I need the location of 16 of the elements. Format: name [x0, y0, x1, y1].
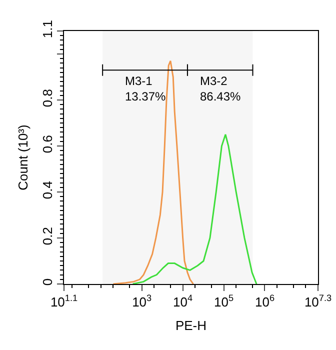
y-tick-label: 0.8	[40, 89, 55, 108]
x-axis-title: PE-H	[175, 318, 207, 334]
x-tick-label: 10$^{6}$	[254, 293, 275, 310]
x-tick-label: 10$^{1.1}$	[50, 293, 78, 310]
x-tick-label: 10$^{5}$	[214, 293, 234, 310]
y-tick-label: 1.1	[40, 20, 55, 38]
band-label: M3-2 86.43%	[200, 74, 242, 104]
x-tick-label: 10$^{3}$	[132, 293, 152, 310]
x-tick-label: 10$^{7.3}$	[304, 293, 332, 310]
y-tick-label: 0	[40, 278, 55, 286]
y-tick-label: 0.2	[40, 227, 55, 246]
y-tick-label: 0.4	[40, 181, 55, 200]
x-tick-label: 10$^{4}$	[173, 293, 193, 310]
y-tick-label: 0.6	[40, 135, 55, 154]
band-label: M3-1 13.37%	[125, 74, 166, 104]
y-axis-title: Count (10³)	[16, 124, 31, 190]
